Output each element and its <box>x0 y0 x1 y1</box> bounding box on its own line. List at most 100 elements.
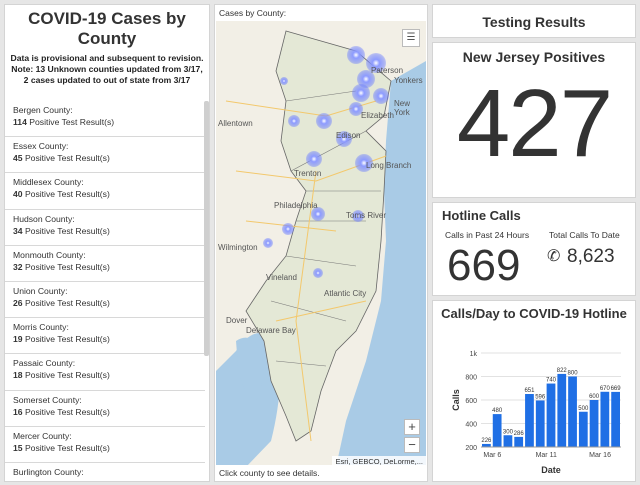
county-row[interactable]: Passaic County: 18 Positive Test Result(s… <box>5 354 205 391</box>
case-dot[interactable] <box>352 84 370 102</box>
county-count-value: 16 <box>13 406 23 417</box>
bar[interactable] <box>525 394 534 447</box>
zoom-in-button[interactable]: + <box>404 419 420 435</box>
county-count-value: 19 <box>13 334 23 345</box>
y-tick-label: 1k <box>470 351 478 358</box>
county-count-value: 18 <box>13 370 23 381</box>
county-count-value: 15 <box>13 442 23 453</box>
county-name: Union County: <box>13 285 68 296</box>
county-count-value: 10 <box>13 479 23 481</box>
bar[interactable] <box>611 391 620 447</box>
case-dot[interactable] <box>313 268 323 278</box>
note-line-2: Note: 13 Unknown counties updated from 3… <box>11 64 203 85</box>
bar[interactable] <box>568 376 577 448</box>
case-dot[interactable] <box>280 77 288 85</box>
map-header: Cases by County: <box>219 8 287 18</box>
nj-positives-panel: New Jersey Positives 427 <box>432 42 636 198</box>
county-count-suffix: Positive Test Result(s) <box>25 479 110 481</box>
nj-positives-value: 427 <box>456 70 613 177</box>
map-label: Delaware Bay <box>246 326 296 335</box>
case-dot[interactable] <box>311 207 325 221</box>
case-dot[interactable] <box>282 223 294 235</box>
county-name: Somerset County: <box>13 394 82 405</box>
county-count-suffix: Positive Test Result(s) <box>24 153 110 164</box>
case-dot[interactable] <box>349 102 363 116</box>
case-dot[interactable] <box>366 53 386 73</box>
bar[interactable] <box>492 414 502 447</box>
county-row[interactable]: Hudson County: 34 Positive Test Result(s) <box>5 210 205 246</box>
calls-24h-label: Calls in Past 24 Hours <box>445 230 530 240</box>
bar[interactable] <box>557 373 567 447</box>
case-dot[interactable] <box>288 115 300 127</box>
map-label: Vineland <box>266 273 297 282</box>
county-list[interactable]: Bergen County: 114 Positive Test Result(s… <box>5 101 205 481</box>
county-count-suffix: Positive Test Result(s) <box>24 334 110 345</box>
county-name: Burlington County: <box>13 466 84 477</box>
map-label: Allentown <box>218 119 253 128</box>
county-name: Mercer County: <box>13 430 72 441</box>
bar[interactable] <box>600 391 610 447</box>
total-calls-value: 8,623 <box>567 246 615 267</box>
bar[interactable] <box>589 400 599 447</box>
map-canvas[interactable]: Paterson Yonkers New York Elizabeth Allentow… <box>216 21 426 467</box>
case-dot[interactable] <box>357 70 375 88</box>
county-count-suffix: Positive Test Result(s) <box>24 225 110 236</box>
provisional-note: Data is provisional and subsequent to re… <box>5 49 209 86</box>
county-count-value: 45 <box>13 153 23 164</box>
list-icon[interactable]: ☰ <box>402 29 420 47</box>
list-scrollbar[interactable] <box>204 101 209 356</box>
county-row[interactable]: Middlesex County: 40 Positive Test Result… <box>5 173 205 210</box>
x-tick-label: Mar 11 <box>536 452 557 459</box>
county-row[interactable]: Union County: 26 Positive Test Result(s) <box>5 282 205 319</box>
nj-positives-title: New Jersey Positives <box>462 49 606 65</box>
county-row[interactable]: Monmouth County: 32 Positive Test Result(… <box>5 246 205 282</box>
bar[interactable] <box>482 443 491 447</box>
county-row[interactable]: Somerset County: 16 Positive Test Result(… <box>5 391 205 427</box>
map-attribution[interactable]: Esri, GEBCO, DeLorme,... <box>332 456 426 467</box>
county-count-suffix: Positive Test Result(s) <box>24 261 110 272</box>
bar[interactable] <box>514 436 524 447</box>
county-count-suffix: Positive Test Result(s) <box>29 117 115 127</box>
bar[interactable] <box>535 400 545 447</box>
county-count: 40 Positive Test Result(s) <box>13 188 197 200</box>
case-dot[interactable] <box>336 131 352 147</box>
case-dot[interactable] <box>355 154 373 172</box>
case-dot[interactable] <box>347 46 365 64</box>
case-dot[interactable] <box>263 238 273 248</box>
county-row[interactable]: Burlington County: 10 Positive Test Resul… <box>5 463 205 481</box>
county-count: 19 Positive Test Result(s) <box>13 333 197 345</box>
nj-map[interactable] <box>216 21 426 467</box>
case-dot[interactable] <box>306 151 322 167</box>
county-row[interactable]: Mercer County: 15 Positive Test Result(s) <box>5 427 205 463</box>
county-count-suffix: Positive Test Result(s) <box>24 189 110 200</box>
case-dot[interactable] <box>373 88 389 104</box>
county-count-value: 114 <box>13 117 27 127</box>
hotline-title: Hotline Calls <box>442 208 521 223</box>
county-row[interactable]: Essex County: 45 Positive Test Result(s) <box>5 137 205 174</box>
y-tick-label: 200 <box>465 445 477 452</box>
county-row[interactable]: Morris County: 19 Positive Test Result(s) <box>5 318 205 355</box>
bar-value-label: 226 <box>481 438 492 444</box>
county-name: Essex County: <box>13 141 69 152</box>
county-name: Middlesex County: <box>13 177 84 188</box>
calls-24h-value: 669 <box>447 241 521 290</box>
zoom-out-button[interactable]: − <box>404 437 420 453</box>
hotline-calls-panel: Hotline Calls Calls in Past 24 Hours Tot… <box>432 202 636 296</box>
chart-title: Calls/Day to COVID-19 Hotline <box>441 306 627 321</box>
case-dot[interactable] <box>316 113 332 129</box>
bar-value-label: 600 <box>589 394 600 400</box>
county-count-value: 40 <box>13 189 23 200</box>
bar-value-label: 740 <box>546 378 557 384</box>
county-name: Monmouth County: <box>13 249 86 260</box>
map-footer: Click county to see details. <box>215 465 427 481</box>
bar[interactable] <box>578 411 588 447</box>
case-dot[interactable] <box>352 210 364 222</box>
bar[interactable] <box>546 383 556 447</box>
x-tick-label: Mar 16 <box>589 452 611 459</box>
county-row[interactable]: Bergen County: 114 Positive Test Result(s… <box>5 101 205 138</box>
county-count: 32 Positive Test Result(s) <box>13 261 197 273</box>
county-count-suffix: Positive Test Result(s) <box>24 370 110 381</box>
bar[interactable] <box>503 435 513 447</box>
county-count-value: 34 <box>13 225 23 236</box>
